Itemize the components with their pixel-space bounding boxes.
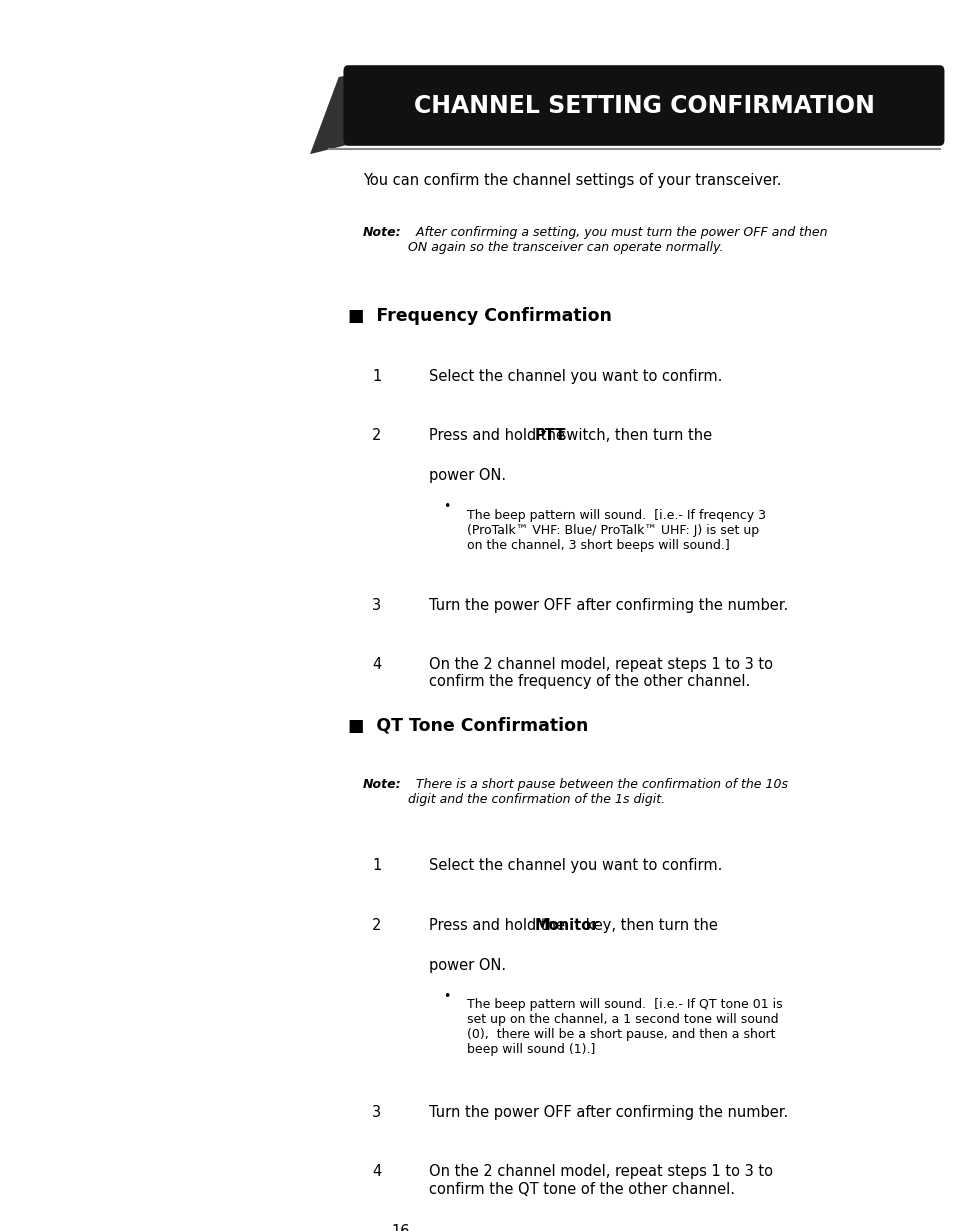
Text: Select the channel you want to confirm.: Select the channel you want to confirm.: [429, 369, 722, 384]
Text: After confirming a setting, you must turn the power OFF and then
ON again so the: After confirming a setting, you must tur…: [408, 227, 827, 255]
Text: •: •: [443, 500, 451, 513]
Text: power ON.: power ON.: [429, 468, 506, 484]
Text: power ON.: power ON.: [429, 958, 506, 972]
Text: Monitor: Monitor: [534, 917, 598, 933]
Text: key, then turn the: key, then turn the: [580, 917, 718, 933]
Text: Note:: Note:: [362, 227, 400, 240]
Text: On the 2 channel model, repeat steps 1 to 3 to
confirm the frequency of the othe: On the 2 channel model, repeat steps 1 t…: [429, 657, 773, 689]
Polygon shape: [310, 71, 367, 154]
Text: Select the channel you want to confirm.: Select the channel you want to confirm.: [429, 858, 722, 874]
Text: 1: 1: [372, 858, 381, 874]
Text: Press and hold the: Press and hold the: [429, 428, 569, 443]
Text: switch, then turn the: switch, then turn the: [554, 428, 712, 443]
Text: There is a short pause between the confirmation of the 10s
digit and the confirm: There is a short pause between the confi…: [408, 778, 787, 806]
Text: 3: 3: [372, 597, 381, 613]
Text: 3: 3: [372, 1105, 381, 1120]
Text: Press and hold the: Press and hold the: [429, 917, 569, 933]
Text: 1: 1: [372, 369, 381, 384]
FancyBboxPatch shape: [343, 65, 943, 145]
Text: CHANNEL SETTING CONFIRMATION: CHANNEL SETTING CONFIRMATION: [413, 94, 874, 117]
Text: 2: 2: [372, 917, 381, 933]
Text: ■  Frequency Confirmation: ■ Frequency Confirmation: [348, 307, 612, 325]
Text: 4: 4: [372, 1165, 381, 1179]
Text: The beep pattern will sound.  [i.e.- If freqency 3
(ProTalk™ VHF: Blue/ ProTalk™: The beep pattern will sound. [i.e.- If f…: [467, 508, 765, 551]
Text: •: •: [443, 990, 451, 1003]
Text: PTT: PTT: [534, 428, 565, 443]
Text: Turn the power OFF after confirming the number.: Turn the power OFF after confirming the …: [429, 1105, 788, 1120]
Text: You can confirm the channel settings of your transceiver.: You can confirm the channel settings of …: [362, 174, 781, 188]
Text: Turn the power OFF after confirming the number.: Turn the power OFF after confirming the …: [429, 597, 788, 613]
Text: ■  QT Tone Confirmation: ■ QT Tone Confirmation: [348, 716, 588, 734]
Text: On the 2 channel model, repeat steps 1 to 3 to
confirm the QT tone of the other : On the 2 channel model, repeat steps 1 t…: [429, 1165, 773, 1197]
Text: Note:: Note:: [362, 778, 400, 790]
Text: 2: 2: [372, 428, 381, 443]
Text: The beep pattern will sound.  [i.e.- If QT tone 01 is
set up on the channel, a 1: The beep pattern will sound. [i.e.- If Q…: [467, 998, 782, 1056]
Text: 16: 16: [391, 1224, 409, 1231]
Text: 4: 4: [372, 657, 381, 672]
